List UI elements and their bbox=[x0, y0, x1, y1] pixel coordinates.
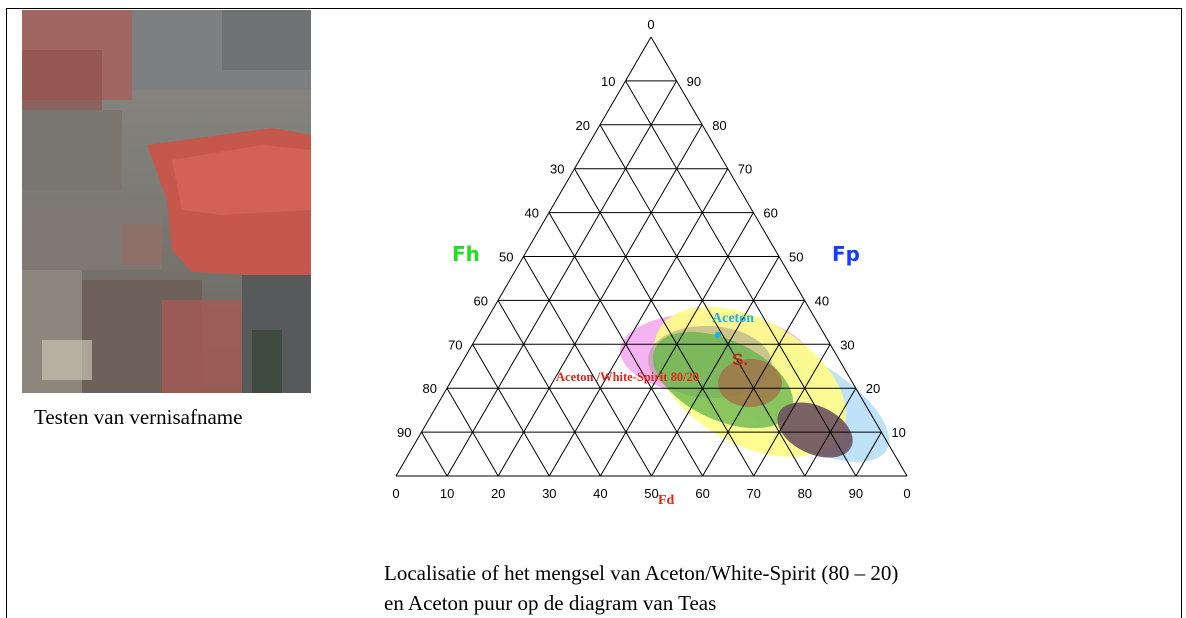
tick-label-right: 90 bbox=[687, 74, 701, 89]
tick-label-right: 20 bbox=[866, 381, 880, 396]
tick-label-bottom: 50 bbox=[644, 486, 658, 501]
tick-label-left: 70 bbox=[448, 337, 462, 352]
tick-label-bottom: 40 bbox=[593, 486, 607, 501]
mix-label: Aceton /White-Spirit 80/20 bbox=[556, 370, 699, 384]
tick-label-left: 20 bbox=[576, 118, 590, 133]
region-dark bbox=[777, 402, 853, 458]
tick-label-right: 50 bbox=[789, 250, 803, 265]
grid-line-diag-a bbox=[548, 168, 729, 477]
tick-label-right: 10 bbox=[891, 425, 905, 440]
grid-line-diag-b bbox=[625, 80, 857, 477]
axis-label-fp: Fp bbox=[832, 242, 860, 266]
tick-label-right: 80 bbox=[712, 118, 726, 133]
right-tick-labels: 90 80 70 60 50 40 30 20 10 bbox=[687, 74, 906, 440]
frame-left-line bbox=[6, 8, 7, 618]
diagram-caption-line-2: en Aceton puur op de diagram van Teas bbox=[384, 591, 717, 615]
tick-label-bottom: 0 bbox=[903, 486, 910, 501]
tick-label-left: 30 bbox=[550, 162, 564, 177]
grid-line-diag-b bbox=[574, 168, 755, 477]
tick-label-right: 30 bbox=[840, 337, 854, 352]
grid-line-diag-a bbox=[855, 431, 882, 477]
tick-label-right: 40 bbox=[815, 293, 829, 308]
bottom-tick-labels: 0 10 20 30 40 50 60 70 80 90 0 bbox=[392, 486, 910, 501]
diagram-caption: Localisatie of het mengsel van Aceton/Wh… bbox=[384, 558, 898, 618]
grid-line-diag-a bbox=[651, 256, 780, 477]
tick-label-bottom: 60 bbox=[695, 486, 709, 501]
aceton-label: Aceton bbox=[712, 311, 754, 326]
tick-label-bottom: 20 bbox=[491, 486, 505, 501]
axis-label-fh: Fh bbox=[452, 242, 480, 266]
photo-caption: Testen van vernisafname bbox=[34, 405, 243, 429]
grid-line-diag-b bbox=[599, 124, 806, 477]
s-marker-label: S. bbox=[732, 350, 748, 369]
aceton-point bbox=[714, 331, 722, 339]
tick-label-bottom: 80 bbox=[798, 486, 812, 501]
teas-diagram: 0 10 20 30 40 50 60 70 80 90 90 80 70 60 50 40 30 20 10 0… bbox=[392, 17, 910, 508]
grid-line-diag-b bbox=[421, 431, 448, 477]
tick-label-left: 90 bbox=[397, 425, 411, 440]
left-tick-labels: 0 10 20 30 40 50 60 70 80 90 bbox=[397, 17, 655, 440]
grid-line-diag-a bbox=[753, 344, 831, 477]
tick-label-bottom: 10 bbox=[440, 486, 454, 501]
tick-label-bottom: 70 bbox=[746, 486, 760, 501]
ternary-grid bbox=[395, 36, 908, 477]
tick-label-right: 60 bbox=[763, 206, 777, 221]
grid-line-diag-b bbox=[523, 256, 652, 477]
grid-line-diag-b bbox=[472, 344, 550, 477]
painting-photo bbox=[22, 10, 311, 393]
tick-label-left: 80 bbox=[423, 381, 437, 396]
tick-label-bottom: 0 bbox=[392, 486, 399, 501]
tick-label-top: 0 bbox=[647, 17, 654, 32]
tick-label-right: 70 bbox=[738, 162, 752, 177]
diagram-caption-line-1: Localisatie of het mengsel van Aceton/Wh… bbox=[384, 561, 899, 585]
tick-label-left: 50 bbox=[499, 250, 513, 265]
grid-line-diag-a bbox=[446, 80, 678, 477]
axis-label-fd: Fd bbox=[658, 493, 675, 508]
tick-label-bottom: 90 bbox=[849, 486, 863, 501]
tick-label-left: 40 bbox=[525, 206, 539, 221]
frame-right-line bbox=[1181, 8, 1182, 618]
frame-top-line bbox=[6, 8, 1182, 9]
tick-label-left: 60 bbox=[474, 293, 488, 308]
tick-label-bottom: 30 bbox=[542, 486, 556, 501]
tick-label-left: 10 bbox=[601, 74, 615, 89]
